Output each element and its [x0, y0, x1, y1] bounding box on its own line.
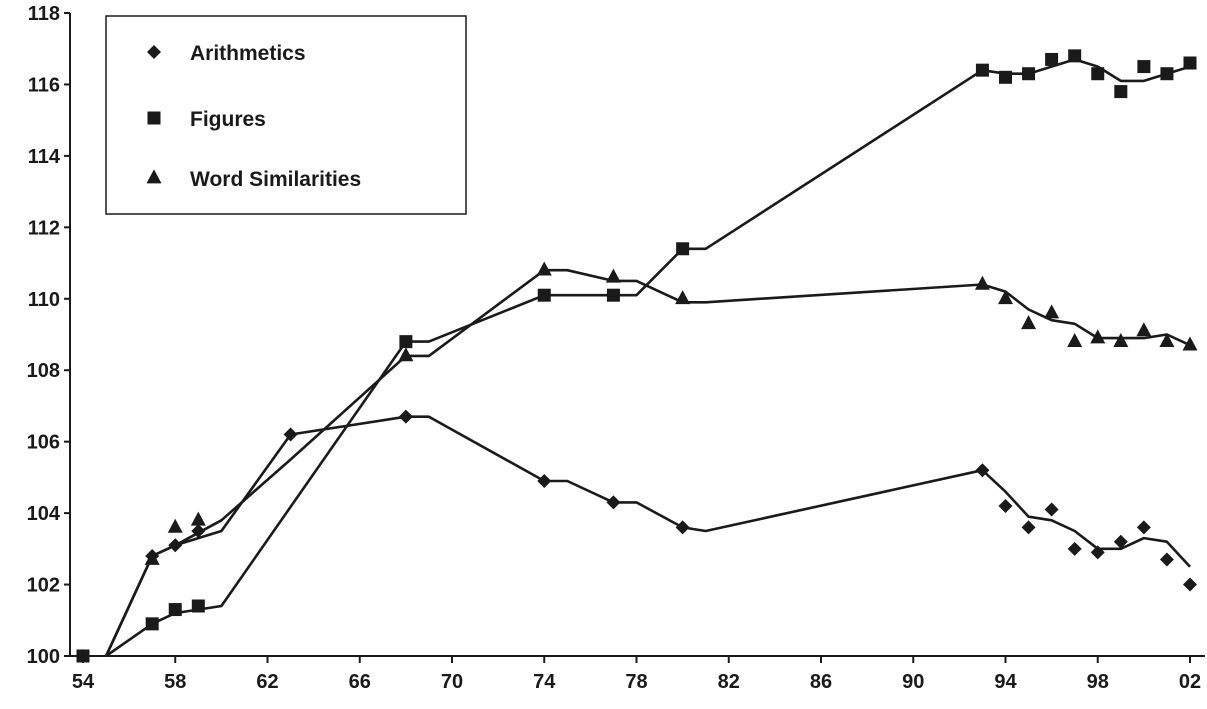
data-point-arithmetics: [1067, 541, 1082, 556]
legend: Arithmetics Figures Word Similarities: [105, 15, 467, 215]
y-tick-label: 100: [27, 646, 60, 668]
legend-marker-word-similarities: [146, 169, 162, 184]
data-point-figures: [1091, 67, 1105, 81]
data-point-word-similarities: [998, 290, 1013, 305]
legend-marker-figures: [147, 111, 161, 125]
y-tick-label: 116: [28, 74, 60, 96]
data-point-word-similarities: [605, 268, 621, 283]
y-tick-label: 106: [27, 432, 60, 454]
data-point-figures: [191, 599, 205, 613]
ticks-layer: 100 102 104 106 108 110 112 114 116 118 54 58 62 66 70…: [27, 3, 1202, 693]
data-point-arithmetics: [1113, 534, 1128, 549]
y-tick-label: 102: [27, 575, 60, 597]
data-point-figures: [1114, 85, 1128, 99]
x-tick-label: 82: [718, 671, 740, 693]
x-tick-label: 54: [72, 671, 95, 693]
data-point-word-similarities: [167, 518, 183, 533]
legend-marker-arithmetics: [147, 45, 161, 59]
data-point-figures: [1183, 56, 1197, 70]
data-point-word-similarities: [536, 261, 552, 276]
x-tick-label: 86: [810, 671, 832, 693]
series-word-similarities: [104, 261, 1198, 657]
data-point-figures: [606, 288, 620, 302]
data-point-figures: [1045, 52, 1059, 66]
legend-box: [105, 15, 467, 215]
data-point-word-similarities: [1090, 329, 1106, 344]
data-point-arithmetics: [1183, 577, 1197, 592]
legend-label-figures: Figures: [190, 108, 266, 131]
y-tick-label: 104: [27, 503, 61, 525]
data-point-arithmetics: [1044, 502, 1059, 517]
x-tick-label: 90: [902, 671, 924, 693]
x-tick-label: 78: [625, 671, 647, 693]
trend-line-figures: [105, 58, 1191, 658]
data-point-word-similarities: [675, 290, 691, 305]
series-figures: [76, 49, 1197, 663]
data-point-figures: [975, 63, 989, 77]
legend-label-word-similarities: Word Similarities: [190, 168, 361, 191]
data-point-word-similarities: [1159, 332, 1175, 347]
x-tick-label: 02: [1179, 671, 1201, 693]
data-point-word-similarities: [1136, 322, 1152, 337]
data-point-word-similarities: [1113, 332, 1129, 347]
data-point-figures: [1137, 60, 1151, 74]
y-tick-label: 114: [28, 146, 61, 168]
data-point-word-similarities: [1044, 304, 1060, 319]
legend-items: Arithmetics Figures Word Similarities: [146, 42, 361, 191]
y-tick-label: 110: [28, 289, 60, 311]
x-tick-label: 94: [994, 671, 1017, 693]
data-point-figures: [676, 242, 690, 256]
data-point-word-similarities: [190, 511, 206, 526]
data-point-figures: [1068, 49, 1082, 63]
x-tick-label: 98: [1087, 671, 1109, 693]
data-point-figures: [1160, 67, 1174, 81]
y-tick-label: 112: [28, 217, 60, 239]
data-point-figures: [537, 288, 551, 302]
x-tick-label: 66: [349, 671, 371, 693]
data-point-arithmetics: [1090, 545, 1105, 560]
data-point-figures: [168, 603, 182, 617]
data-point-word-similarities: [974, 275, 990, 290]
data-point-word-similarities: [398, 347, 414, 362]
x-tick-label: 58: [164, 671, 186, 693]
data-point-word-similarities: [1021, 315, 1037, 330]
data-point-word-similarities: [1182, 336, 1198, 351]
data-point-arithmetics: [537, 473, 552, 488]
legend-label-arithmetics: Arithmetics: [190, 42, 306, 65]
data-point-arithmetics: [975, 463, 990, 478]
data-point-figures: [399, 335, 413, 349]
data-point-figures: [1022, 67, 1036, 81]
data-point-arithmetics: [1159, 552, 1174, 567]
data-point-arithmetics: [998, 498, 1013, 513]
y-tick-label: 108: [27, 360, 60, 382]
data-point-arithmetics: [1136, 520, 1151, 535]
x-tick-label: 62: [256, 671, 278, 693]
y-tick-label: 118: [28, 3, 60, 25]
series-arithmetics: [76, 409, 1197, 663]
data-point-arithmetics: [675, 520, 690, 535]
data-point-arithmetics: [1021, 520, 1036, 535]
series-layer: [76, 49, 1198, 663]
data-point-figures: [145, 617, 159, 631]
data-point-arithmetics: [606, 495, 621, 510]
data-point-figures: [999, 70, 1012, 84]
data-point-word-similarities: [1067, 332, 1083, 347]
x-tick-label: 74: [533, 671, 556, 693]
data-point-arithmetics: [398, 409, 413, 424]
x-tick-label: 70: [441, 671, 463, 693]
data-point-word-similarities: [144, 550, 160, 565]
data-point-arithmetics: [283, 427, 298, 442]
